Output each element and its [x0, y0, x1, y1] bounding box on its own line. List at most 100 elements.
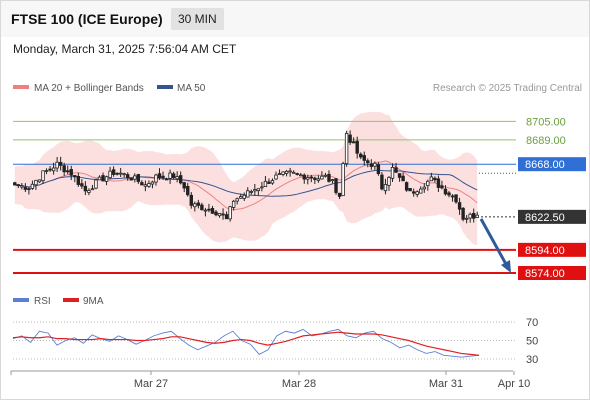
candle-body: [37, 179, 42, 183]
candle-body: [224, 214, 229, 220]
header-bar: FTSE 100 (ICE Europe) 30 MIN: [1, 1, 589, 37]
candle-body: [136, 174, 141, 182]
candle-body: [334, 178, 338, 193]
support-badge: [518, 266, 586, 280]
candle-body: [394, 167, 398, 173]
candle-body: [20, 185, 24, 188]
candle-body: [415, 191, 419, 195]
candle-body: [359, 153, 363, 158]
rsi-legend-label: RSI: [34, 296, 51, 307]
candle-body: [390, 166, 395, 179]
candle-body: [355, 140, 359, 154]
candle-body: [454, 194, 458, 203]
candle-body: [450, 195, 455, 198]
candle-body: [203, 209, 208, 212]
candle-body: [129, 178, 133, 181]
candle-body: [161, 175, 165, 178]
candle-body: [397, 173, 402, 178]
last-price-label: 8622.50: [525, 212, 565, 224]
candle-body: [214, 211, 218, 216]
candle-body: [239, 196, 243, 199]
last-price-badge: [518, 209, 586, 224]
projection-arrowhead: [501, 260, 511, 273]
candle-body: [323, 174, 328, 177]
candle-body: [44, 170, 49, 172]
candle-body: [97, 176, 102, 181]
candle-body: [447, 192, 451, 196]
rsi-line: [12, 328, 480, 358]
candle-body: [143, 184, 148, 187]
candle-body: [62, 165, 66, 173]
projection-arrow-shaft: [479, 218, 509, 267]
rsi-legend-swatch: [13, 298, 29, 302]
candle-body: [73, 175, 77, 177]
candle-body: [306, 177, 310, 180]
x-tick-label: Apr 10: [498, 378, 530, 390]
candle-body: [281, 171, 285, 175]
candle-body: [168, 172, 172, 179]
resistance-label: 8689.00: [526, 135, 566, 147]
candle-body: [157, 173, 162, 179]
candle-body: [108, 170, 112, 179]
ma50-line: [14, 169, 478, 197]
ma9-legend-label: 9MA: [83, 296, 104, 307]
candle-body: [246, 190, 250, 198]
ma20-line: [14, 160, 478, 211]
pivot-label: 8668.00: [525, 159, 565, 171]
candle-body: [150, 181, 155, 185]
candle-body: [337, 192, 342, 197]
candle-body: [76, 176, 81, 185]
candle-body: [288, 170, 292, 173]
candle-body: [256, 188, 261, 192]
pivot-badge: [518, 157, 586, 172]
candle-body: [369, 163, 374, 167]
candle-body: [41, 170, 45, 181]
candle-body: [51, 167, 56, 172]
candle-body: [253, 189, 257, 192]
candle-body: [217, 213, 222, 217]
candle-body: [87, 190, 91, 193]
candle-body: [411, 191, 416, 194]
candle-body: [468, 213, 472, 219]
candle-body: [270, 180, 275, 184]
candle-body: [344, 132, 349, 165]
candle-body: [249, 191, 253, 193]
support-badge: [518, 242, 586, 257]
candle-body: [341, 163, 345, 197]
candle-body: [55, 161, 59, 169]
candle-body: [228, 206, 232, 220]
candle-body: [291, 171, 296, 174]
candle-body: [475, 214, 479, 218]
bollinger-band-area: [14, 111, 478, 246]
candle-body: [104, 176, 109, 182]
candle-body: [351, 141, 356, 144]
candle-body: [464, 217, 469, 220]
candle-body: [83, 185, 88, 192]
candle-body: [330, 179, 335, 182]
candle-body: [419, 188, 423, 194]
credit-text: Research © 2025 Trading Central: [433, 83, 582, 94]
candle-body: [186, 186, 190, 196]
candle-body: [133, 175, 137, 180]
candle-body: [207, 208, 211, 211]
interval-button[interactable]: 30 MIN: [171, 8, 224, 30]
bollinger-legend-label: MA 20 + Bollinger Bands: [34, 83, 144, 94]
rsi-ma9-line: [12, 331, 480, 356]
candle-body: [182, 182, 186, 189]
candle-body: [433, 177, 437, 181]
candle-body: [164, 178, 169, 181]
candle-body: [13, 182, 17, 186]
candle-body: [284, 170, 289, 174]
candle-body: [147, 183, 151, 187]
candle-body: [27, 188, 31, 191]
candle-body: [362, 155, 366, 161]
candle-body: [263, 180, 268, 188]
ma50-legend-swatch: [157, 85, 173, 89]
rsi-level-label: 50: [526, 336, 538, 348]
candle-body: [231, 200, 236, 208]
candle-body: [436, 178, 441, 188]
candle-body: [320, 175, 324, 180]
candle-body: [426, 180, 430, 187]
